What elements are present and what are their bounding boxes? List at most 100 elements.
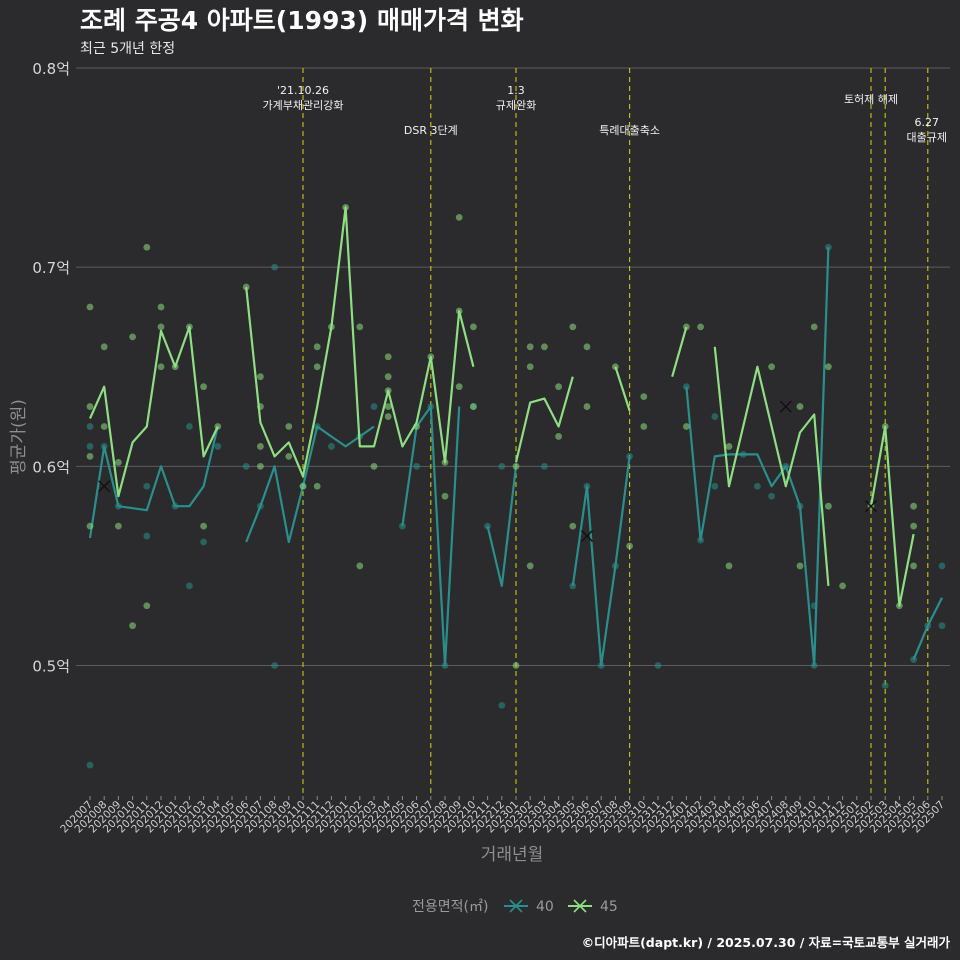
series-45-group [86,203,917,669]
series-45-point [455,213,463,221]
series-40-point [370,403,378,410]
series-45-point [825,363,832,371]
series-45-point [200,383,208,391]
series-40-point [768,492,775,500]
series-40-point [711,413,719,420]
series-45-point [569,522,577,530]
series-45-point [384,403,392,410]
series-45-point [257,443,264,450]
event-label: 특례대출축소 [599,124,660,137]
series-45-point [512,662,520,669]
series-40-line [88,426,219,539]
series-40-point [498,701,506,709]
series-45-point [86,403,94,410]
series-40-line [685,247,830,667]
series-45-point [768,363,775,371]
series-45-point [257,462,264,470]
series-45-point [86,452,94,460]
y-axis-title: 평균가(원) [9,399,29,475]
series-45-point [725,443,733,450]
series-45-point [640,423,648,430]
series-40-point [754,482,761,490]
event-label: 가계부채관리강화 [263,99,344,112]
series-45-point [157,363,165,371]
series-45-point [143,243,151,251]
series-45-point [299,482,307,490]
series-45-point [910,522,917,530]
event-label: 토허제 해제 [844,92,898,106]
series-45-point [143,602,151,610]
series-45-point [640,393,648,401]
series-40-group [86,243,946,769]
series-40-point [881,682,889,689]
chart-title: 조례 주공4 아파트(1993) 매매가격 변화 [80,6,524,35]
series-45-point [157,323,165,331]
series-40-point [271,662,278,669]
y-tick-label: 0.5억 [32,658,70,676]
y-axis: 0.5억 0.6억 0.7억 0.8억 [32,60,70,676]
legend: 전용면적(㎡) 40 45 [412,899,618,915]
legend-label: 40 [536,899,554,915]
series-40-point [86,443,94,450]
series-45-line [713,346,830,586]
series-45-point [470,403,477,410]
series-45-point [384,413,392,420]
chart-subtitle: 최근 5개년 한정 [80,41,175,57]
series-45-point [129,333,137,341]
series-40-point [186,423,193,430]
series-40-line [486,466,518,588]
series-45-point [910,502,917,510]
series-40-point [498,462,506,470]
series-40-point [541,462,548,470]
series-45-line [614,366,631,411]
series-45-cross-marker [865,500,877,513]
series-45-point [725,562,733,570]
series-45-point [100,343,108,351]
series-45-point [583,403,591,410]
legend-label: 45 [600,899,618,915]
series-40-point [86,761,94,769]
series-45-point [285,452,293,460]
series-45-point [555,433,562,440]
event-label: 1.3 [507,84,525,97]
event-label: '21.10.26 [277,84,329,97]
series-40-cross-marker [581,530,593,543]
series-40-point [214,443,222,450]
series-45-point [526,562,534,570]
series-40-point [200,538,208,546]
series-45-point [200,522,208,530]
series-45-point [455,383,463,391]
series-40-point [143,532,151,540]
series-40-line [571,456,631,667]
series-45-point [384,373,392,381]
legend-key-marker [573,899,587,913]
series-40-line [912,597,943,661]
series-45-point [242,283,250,291]
series-45-point [796,403,804,410]
series-40-point [86,423,94,430]
series-40-point [683,383,690,391]
event-label: 규제완화 [496,99,536,112]
series-45-point [100,423,108,430]
series-45-point [157,303,165,311]
series-40-point [484,522,491,530]
series-45-point [370,462,378,470]
series-45-point [796,562,804,570]
series-45-cross-marker [779,400,792,413]
series-40-point [143,482,151,490]
series-45-point [697,323,704,331]
event-label: DSR 3단계 [404,124,458,137]
series-40-point [626,452,633,460]
series-45-point [129,622,137,630]
series-40-point [938,622,946,630]
series-45-point [825,502,832,510]
series-40-point [328,443,335,450]
series-45-point [257,373,264,381]
series-45-point [839,582,846,590]
series-45-point [626,542,633,550]
y-tick-label: 0.6억 [32,458,70,476]
series-45-line [514,376,574,463]
series-45-point [541,343,548,351]
